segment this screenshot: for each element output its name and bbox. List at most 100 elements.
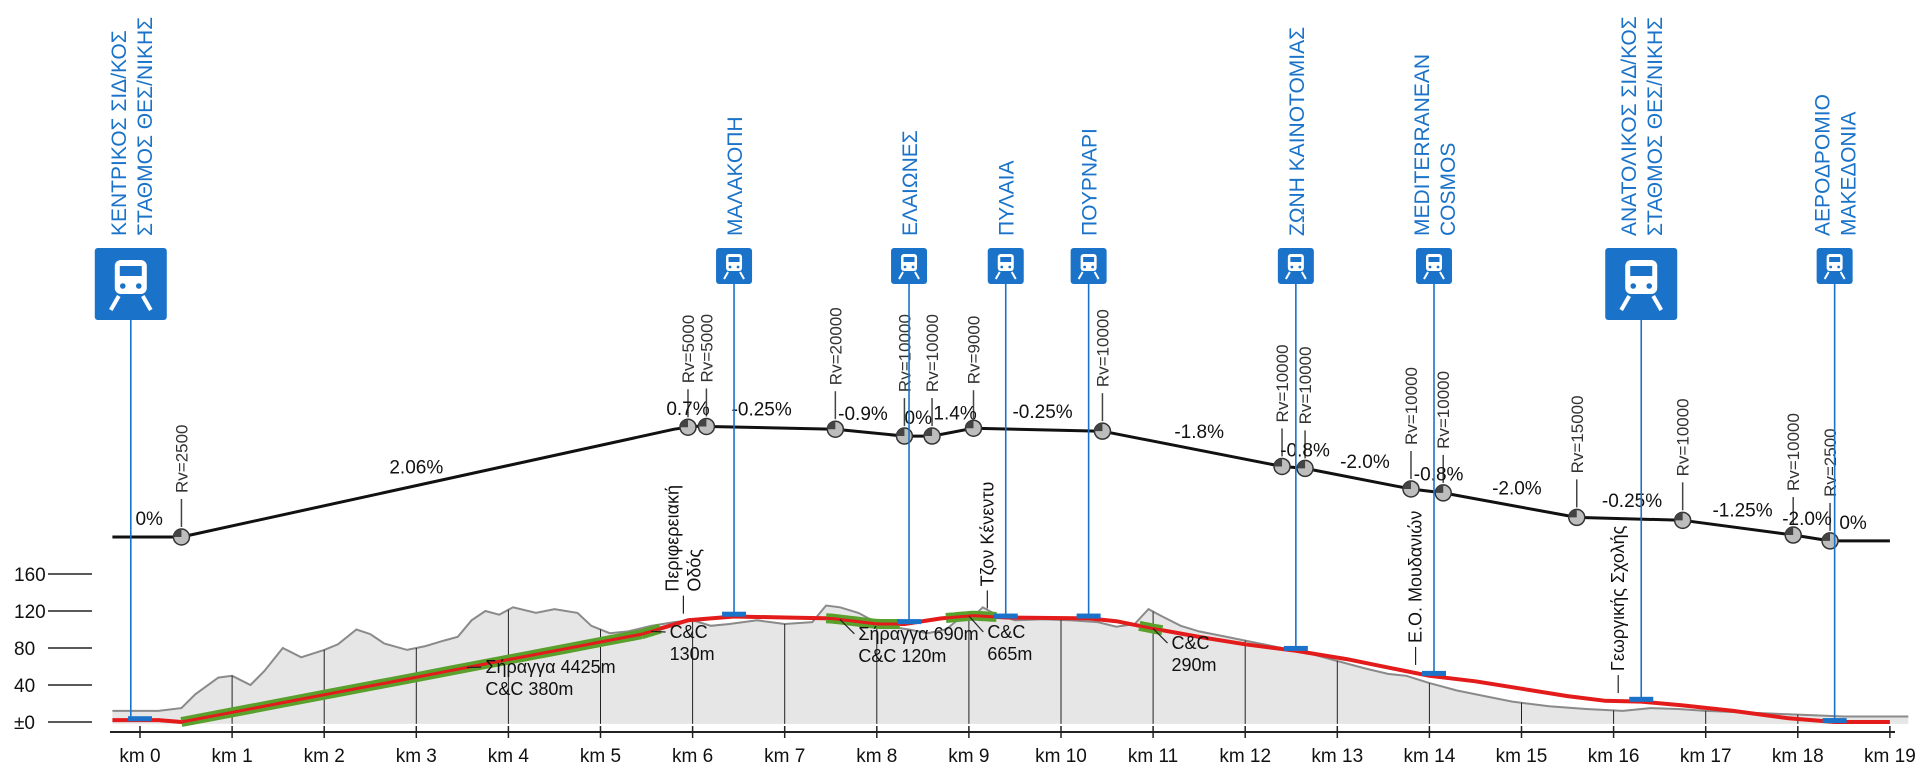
grade-percent-label: -2.0% [1782, 509, 1832, 530]
vertical-curve-marker-quadrant [1568, 509, 1577, 518]
station-name-label: ΜΑΛΑΚΟΠΗ [724, 116, 747, 236]
train-icon-window [1000, 257, 1012, 262]
annotation-text: C&C [987, 622, 1025, 642]
vertical-curve-marker-quadrant [1674, 512, 1683, 521]
train-station-icon [1277, 248, 1314, 284]
grade-percent-label: 0% [135, 509, 163, 530]
vertical-curve-label: Rv=2500 [1821, 428, 1840, 497]
vertical-curve-label: Rv=10000 [923, 314, 942, 392]
km-tick-label: km 8 [856, 746, 897, 767]
annotation-leader [1152, 628, 1168, 644]
km-tick-label: km 11 [1128, 746, 1178, 767]
train-icon-rails [1077, 271, 1100, 280]
axes-layer: km 0 km 1 km 2 km 3 km 4 km 5 km 6 km 7 km 8 km 9… [14, 565, 1916, 767]
station-track-marker [128, 716, 152, 722]
train-icon-light [1290, 265, 1294, 269]
km-tick-label: km 19 [1864, 746, 1916, 767]
train-icon-body [1287, 254, 1304, 271]
road-crossing-label: Ε.Ο. Μουδανιών [1406, 511, 1426, 643]
train-icon-window [1428, 257, 1440, 262]
train-icon-window [903, 257, 915, 262]
vertical-curve-label: Rv=5000 [697, 314, 716, 383]
train-icon-rails [1823, 271, 1846, 280]
grade-percent-label: 0% [1839, 513, 1867, 534]
vertical-curve-label: Rv=2500 [172, 424, 191, 493]
annotation-text: C&C 120m [858, 646, 946, 666]
km-tick-label: km 1 [212, 746, 253, 767]
vertical-curve-label: Rv=15000 [1568, 395, 1587, 473]
train-icon-body [1080, 254, 1097, 271]
elevation-tick-label: ±0 [14, 713, 35, 734]
annotation-text: Σήραγγα 4425m [485, 657, 615, 677]
train-station-icon [716, 248, 753, 284]
train-icon-rails [1619, 295, 1663, 311]
station-name-label: ΖΩΝΗ ΚΑΙΝΟΤΟΜΙΑΣ [1286, 27, 1309, 236]
km-tick-label: km 17 [1680, 746, 1732, 767]
grade-percent-label: -0.25% [1602, 491, 1662, 512]
train-icon-light [736, 265, 740, 269]
train-icon-window [119, 266, 142, 276]
annotation-leader [651, 630, 666, 633]
km-tick-label: km 2 [304, 746, 345, 767]
station-name-label: ΠΥΛΑΙΑ [996, 161, 1019, 237]
train-icon-light [1000, 265, 1004, 269]
elevation-tick-label: 80 [14, 639, 35, 660]
station-name-label: MEDITERRANEAN [1411, 54, 1434, 236]
train-icon-light [119, 283, 126, 289]
grade-percent-label: -0.8% [1414, 464, 1464, 485]
train-icon-light [1298, 265, 1302, 269]
vertical-curve-marker-quadrant [1297, 460, 1306, 469]
train-icon-light [1829, 265, 1833, 269]
grade-percent-label: -0.25% [1012, 402, 1072, 423]
train-icon-light [728, 265, 732, 269]
km-tick-label: km 10 [1035, 746, 1087, 767]
stations-layer: ΚΕΝΤΡΙΚΟΣ ΣΙΔ/ΚΟΣ ΣΤΑΘΜΟΣ ΘΕΣ/ΝΙΚΗΣ ΜΑΛΑΚΟ… [94, 16, 1861, 722]
train-icon-body [1625, 260, 1658, 294]
km-tick-label: km 5 [580, 746, 621, 767]
vertical-curve-label: Rv=9000 [965, 316, 984, 385]
train-icon-body [114, 260, 147, 294]
grade-percent-label: -2.0% [1340, 452, 1390, 473]
train-station-icon [1416, 248, 1453, 284]
train-station-icon [1605, 248, 1678, 320]
tunnel-track-core [826, 616, 900, 626]
annotation-text: 665m [987, 644, 1032, 664]
train-icon-body [726, 254, 743, 271]
vertical-curve-marker-quadrant [1435, 484, 1444, 493]
km-tick-label: km 9 [948, 746, 989, 767]
train-icon-rails [994, 271, 1017, 280]
station-name-label: ΑΝΑΤΟΛΙΚΟΣ ΣΙΔ/ΚΟΣ [1618, 16, 1641, 236]
grade-percent-label: 2.06% [389, 458, 443, 479]
grade-percent-label: -0.8% [1280, 440, 1330, 461]
train-icon-light [1008, 265, 1012, 269]
tunnel-track-core [945, 614, 997, 620]
tunnel-track-core [181, 632, 643, 724]
road-crossing-label: Περιφερειακή [662, 485, 682, 592]
train-station-icon [987, 248, 1024, 284]
elevation-tick-label: 120 [14, 602, 46, 623]
train-station-icon [891, 248, 928, 284]
vertical-curve-marker-quadrant [1274, 458, 1283, 467]
tunnel-track-core [1138, 624, 1163, 632]
train-icon-light [1630, 283, 1637, 289]
train-icon-body [1426, 254, 1443, 271]
station-name-label: ΜΑΚΕΔΟΝΙΑ [1838, 112, 1861, 236]
train-icon-window [1083, 257, 1095, 262]
train-icon-rails [109, 295, 153, 311]
station-name-label: ΣΤΑΘΜΟΣ ΘΕΣ/ΝΙΚΗΣ [1644, 17, 1667, 236]
vertical-curve-marker-quadrant [1822, 532, 1831, 541]
train-station-icon [1816, 248, 1853, 284]
road-crossing-label: Γεωργικής Σχολής [1608, 525, 1628, 671]
vertical-curve-label: Rv=10000 [1434, 371, 1453, 449]
vertical-curve-marker-quadrant [698, 418, 707, 427]
annotation-text: Σήραγγα 690m [858, 624, 978, 644]
grade-percent-label: -0.25% [732, 400, 792, 421]
station-name-label: ΚΕΝΤΡΙΚΟΣ ΣΙΔ/ΚΟΣ [108, 30, 131, 236]
train-icon-body [997, 254, 1014, 271]
vertical-curve-label: Rv=10000 [1402, 367, 1421, 445]
train-icon-rails [1423, 271, 1445, 280]
train-icon-light [1646, 283, 1653, 289]
station-name-label: ΠΟΥΡΝΑΡΙ [1079, 128, 1102, 236]
grade-percent-label: -1.8% [1174, 422, 1224, 443]
